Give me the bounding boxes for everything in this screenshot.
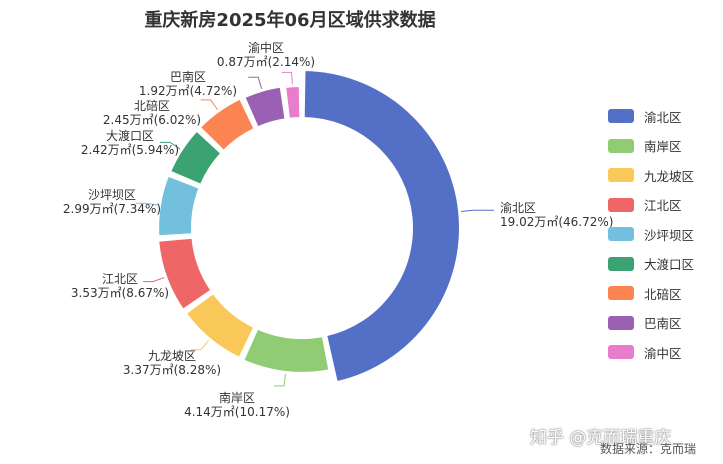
legend-swatch: [608, 256, 634, 271]
legend-swatch: [608, 168, 634, 182]
legend-swatch: [608, 345, 634, 359]
slice-label-value-0: 19.02万㎡(46.72%): [500, 215, 613, 229]
legend-label: 巴南区: [644, 316, 682, 331]
slice-label-name-6: 北碚区: [134, 98, 170, 113]
legend-label: 大渡口区: [644, 257, 695, 272]
legend-swatch: [608, 286, 634, 300]
leader-line-6: [200, 99, 218, 110]
leader-line-3: [143, 277, 165, 283]
legend-swatch: [608, 138, 634, 153]
slice-label-name-0: 渝北区: [500, 200, 536, 215]
slice-label-name-3: 江北区: [102, 272, 138, 286]
legend-swatch: [608, 227, 634, 241]
legend: 渝北区南岸区九龙坡区江北区沙坪坝区大渡口区北碚区巴南区渝中区: [608, 105, 694, 371]
slice-8[interactable]: [284, 85, 302, 120]
slice-label-name-2: 九龙坡区: [148, 349, 196, 363]
slice-7[interactable]: [243, 85, 287, 129]
slice-5[interactable]: [169, 129, 223, 186]
leader-line-1: [274, 373, 286, 387]
leader-line-4: [136, 202, 159, 206]
leader-line-2: [190, 340, 209, 351]
slice-label-value-3: 3.53万㎡(8.67%): [71, 286, 169, 300]
legend-label: 沙坪坝区: [644, 227, 695, 243]
slice-label-value-6: 2.45万㎡(6.02%): [103, 113, 201, 127]
chart-title: 重庆新房2025年06月区域供求数据: [144, 10, 436, 31]
leader-line-7: [248, 76, 263, 89]
legend-label: 渝北区: [644, 109, 682, 125]
slice-label-name-1: 南岸区: [219, 390, 255, 405]
legend-item-3[interactable]: 江北区: [608, 194, 694, 216]
slice-2[interactable]: [184, 292, 256, 359]
slice-label-value-8: 0.87万㎡(2.14%): [217, 55, 315, 69]
source-note: 数据来源：克而瑞: [600, 442, 697, 456]
slice-0[interactable]: [302, 69, 461, 384]
legend-label: 九龙坡区: [644, 168, 695, 184]
slice-label-name-7: 巴南区: [170, 69, 206, 84]
slice-1[interactable]: [242, 327, 331, 374]
legend-item-8[interactable]: 渝中区: [608, 341, 694, 363]
slice-label-value-5: 2.42万㎡(5.94%): [81, 143, 179, 157]
legend-item-1[interactable]: 南岸区: [608, 135, 694, 157]
legend-swatch: [608, 315, 634, 330]
legend-item-5[interactable]: 大渡口区: [608, 253, 694, 275]
slice-6[interactable]: [198, 97, 256, 152]
watermark: 知乎 @克而瑞重庆: [530, 428, 672, 448]
slice-3[interactable]: [157, 236, 213, 311]
slice-label-name-4: 沙坪坝区: [88, 188, 136, 202]
legend-label: 北碚区: [644, 286, 682, 302]
slice-label-value-4: 2.99万㎡(7.34%): [63, 202, 161, 216]
legend-label: 江北区: [644, 198, 682, 213]
legend-swatch: [608, 197, 634, 212]
slice-label-value-1: 4.14万㎡(10.17%): [184, 405, 290, 419]
legend-swatch: [608, 109, 634, 123]
slice-label-value-7: 1.92万㎡(4.72%): [139, 84, 237, 98]
leader-line-0: [461, 209, 494, 213]
slice-4[interactable]: [157, 174, 201, 238]
leader-line-8: [281, 71, 293, 85]
legend-item-2[interactable]: 九龙坡区: [608, 164, 694, 186]
slice-label-value-2: 3.37万㎡(8.28%): [123, 363, 221, 377]
legend-item-4[interactable]: 沙坪坝区: [608, 223, 694, 245]
legend-label: 渝中区: [644, 345, 682, 361]
legend-item-0[interactable]: 渝北区: [608, 105, 694, 127]
legend-item-6[interactable]: 北碚区: [608, 282, 694, 304]
legend-item-7[interactable]: 巴南区: [608, 312, 694, 334]
legend-label: 南岸区: [644, 139, 682, 154]
slice-label-name-5: 大渡口区: [106, 128, 154, 143]
leader-line-5: [159, 141, 181, 150]
slice-label-name-8: 渝中区: [248, 40, 284, 55]
